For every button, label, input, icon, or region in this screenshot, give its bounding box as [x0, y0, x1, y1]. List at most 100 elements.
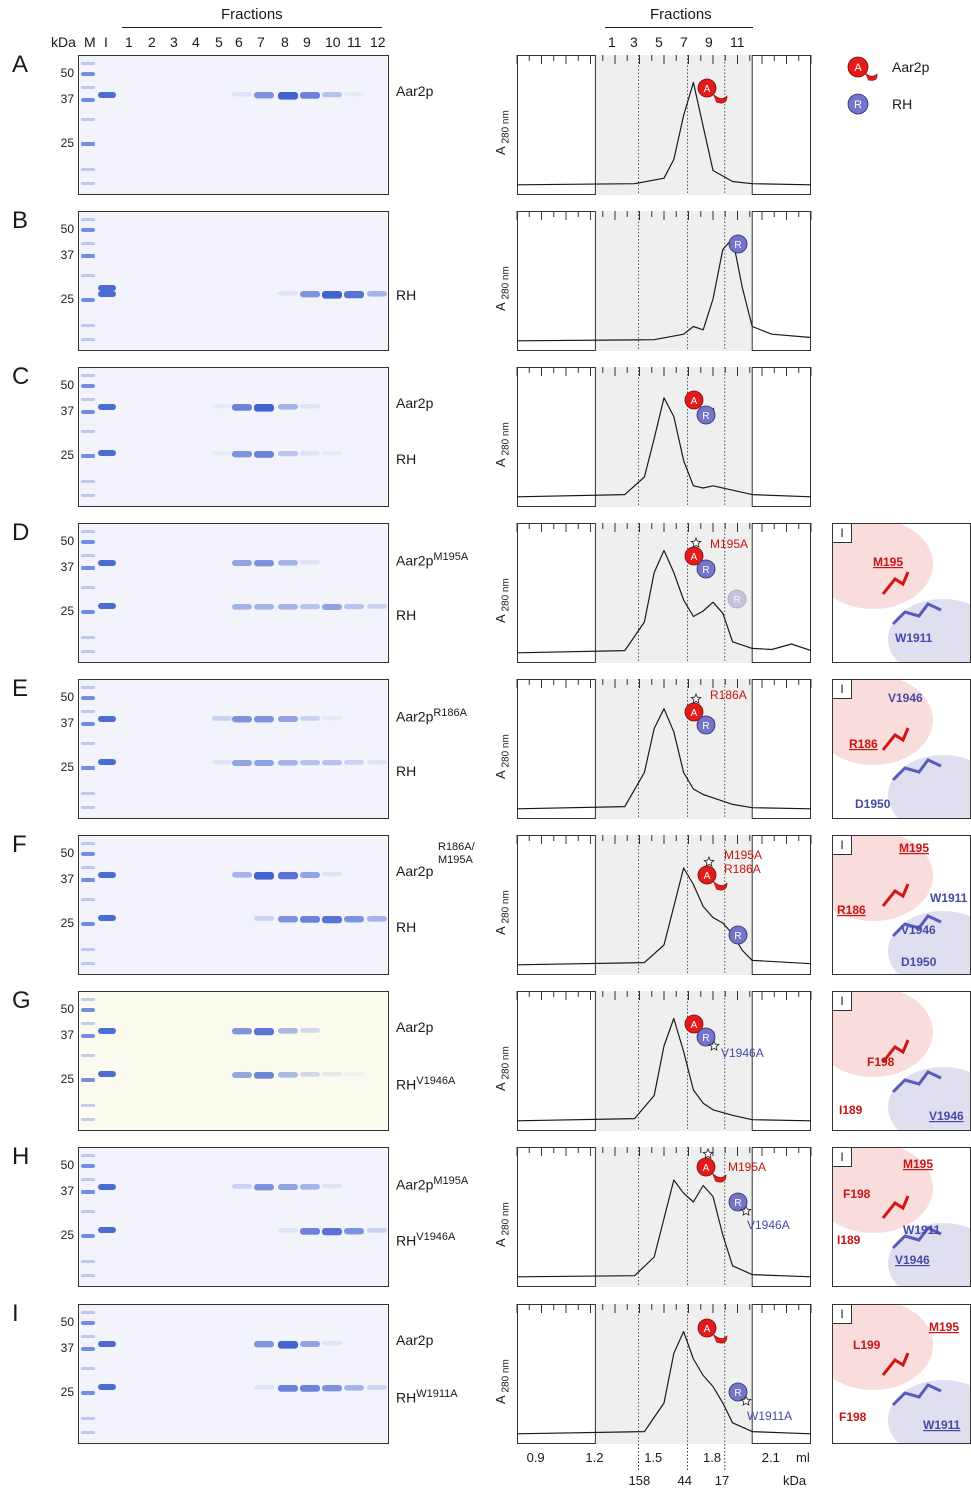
y-axis-label-main: A	[493, 302, 508, 311]
gel-band	[300, 1341, 320, 1347]
fraction-shading	[595, 367, 753, 507]
x-tick-label: 1.5	[644, 1450, 663, 1465]
protein-label: Aar2pR186A	[396, 707, 467, 725]
mutation-superscript: V1946A	[416, 1231, 456, 1243]
panel-letter: E	[12, 675, 29, 702]
aar2p-symbol: A	[697, 1318, 728, 1344]
marker-band	[81, 922, 95, 926]
residue-label: D1950	[855, 797, 891, 811]
input-band	[98, 92, 116, 98]
gel-band	[300, 716, 320, 721]
rh-symbol-letter: R	[734, 931, 741, 942]
gel-band	[300, 451, 320, 456]
rh-symbol-letter: R	[702, 721, 709, 732]
marker-band	[81, 72, 95, 76]
gel-band	[322, 716, 342, 721]
marker-band	[81, 1347, 95, 1351]
input-band	[98, 1384, 116, 1390]
gel-band	[212, 716, 232, 721]
x-tick-label: 0.9	[526, 1450, 545, 1465]
gel-band	[344, 92, 364, 97]
marker-band	[81, 1417, 95, 1420]
y-axis-label-main: A	[493, 458, 508, 467]
gel-band	[300, 560, 320, 565]
y-axis-label: A 280 nm	[493, 1046, 512, 1091]
marker-band	[81, 274, 95, 277]
marker-band	[81, 298, 95, 302]
input-header: I	[104, 34, 108, 50]
residue-stick	[881, 1195, 910, 1219]
gel-band	[322, 1072, 342, 1077]
elution-curve	[516, 867, 812, 966]
protein-label: RH	[396, 607, 416, 623]
mutation-star	[740, 1204, 752, 1216]
lane-label: 7	[257, 34, 265, 50]
residue-label: V1946	[901, 923, 936, 937]
gel-band	[254, 916, 274, 921]
gel-image	[78, 1304, 389, 1444]
gel-image	[78, 835, 389, 975]
aar2p-symbol-letter: A	[704, 871, 711, 882]
y-axis-label-sub: 280 nm	[500, 1046, 512, 1083]
protein-name: Aar2p	[396, 863, 434, 879]
mw-label: 25	[60, 1385, 74, 1399]
gel-band	[300, 760, 320, 766]
mw-label: 50	[60, 690, 74, 704]
chromatogram-plot: A	[516, 55, 812, 195]
structure-inset: M195 W1911 I	[832, 523, 971, 663]
marker-band	[81, 454, 95, 458]
marker-band	[81, 1311, 95, 1314]
mw-label: 37	[60, 1341, 74, 1355]
gel-band	[300, 1028, 320, 1033]
marker-band	[81, 118, 95, 121]
structure-render: F198 I189 V1946	[833, 992, 970, 1130]
marker-band	[81, 792, 95, 795]
protein-label: RH	[396, 287, 416, 303]
marker-band	[81, 742, 95, 745]
marker-band	[81, 1234, 95, 1238]
gel-band	[232, 604, 252, 610]
calibration-extension	[638, 1444, 726, 1472]
marker-band	[81, 410, 95, 414]
gel-band	[344, 1385, 364, 1391]
rh-symbol-letter: R	[733, 595, 740, 606]
gel-band	[367, 760, 387, 765]
gel-band	[300, 291, 320, 298]
residue-label: L199	[853, 1338, 881, 1352]
fractions-header-right: Fractions	[650, 6, 712, 23]
lane-label: 3	[170, 34, 178, 50]
lane-label: 11	[347, 34, 362, 50]
calibration-kda-label: 17	[714, 1473, 730, 1488]
calibration-kda-label: 44	[677, 1473, 692, 1488]
gel-bands	[81, 842, 387, 965]
aar2p-legend-label: Aar2p	[892, 59, 930, 75]
calibration-unit: kDa	[783, 1473, 807, 1488]
y-axis-label: A 280 nm	[493, 578, 512, 623]
aar2p-symbol: A	[697, 78, 728, 104]
gel-band	[322, 760, 342, 766]
gel-band	[322, 451, 342, 456]
gel-band	[278, 1228, 298, 1233]
gel-band	[278, 404, 298, 410]
panel-letter: G	[12, 987, 31, 1014]
mw-label: 50	[60, 66, 74, 80]
gel-band	[300, 404, 320, 409]
structure-render: M195 W1911 R186 V1946 D1950	[833, 836, 970, 974]
structure-render: V1946 R186 D1950	[833, 680, 970, 818]
marker-band	[81, 1104, 95, 1107]
residue-stick	[881, 1039, 910, 1063]
aar2p-symbol-letter: A	[691, 396, 698, 407]
gel-band	[232, 560, 252, 566]
gel-band	[278, 916, 298, 923]
gel-band	[254, 1341, 274, 1348]
marker-band	[81, 1321, 95, 1325]
structure-inset: F198 I189 V1946 I	[832, 991, 971, 1131]
structure-inset: M195 L199 F198 W1911 I	[832, 1304, 971, 1444]
marker-header: M	[84, 34, 96, 50]
protein-label: Aar2pM195A	[396, 1175, 468, 1193]
mw-label: 37	[60, 1028, 74, 1042]
x-tick-label: 2.1	[761, 1450, 780, 1465]
inset-label: I	[833, 992, 852, 1011]
calibration-kda-label: 158	[628, 1473, 651, 1488]
panel-letter: C	[12, 363, 30, 390]
